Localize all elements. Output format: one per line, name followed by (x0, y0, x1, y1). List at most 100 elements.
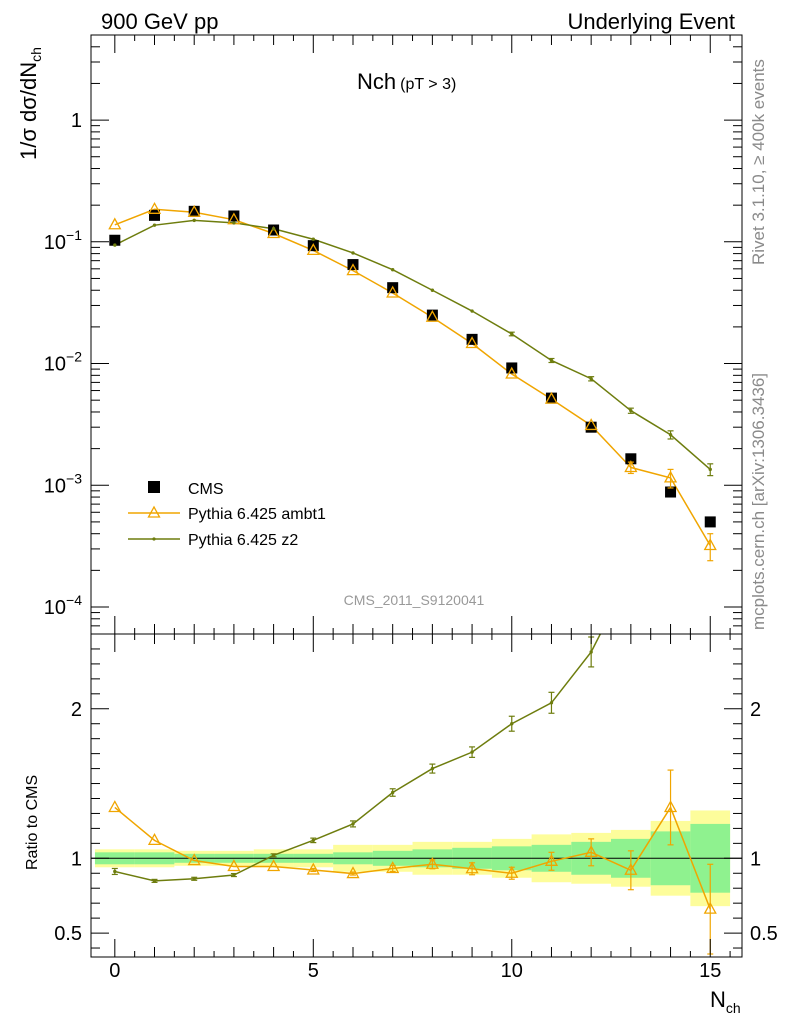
ratio-z2-point (549, 701, 554, 705)
cms-data-point (188, 205, 200, 217)
z2-data-point (549, 358, 554, 363)
series-line-ambt1 (114, 208, 711, 546)
ratio-z2-point (390, 790, 395, 795)
ambt1-data-point (505, 366, 519, 379)
ratio-ambt1-point (703, 901, 717, 914)
z2-data-point (589, 377, 593, 381)
cms-data-point (625, 453, 637, 465)
z2-data-point (113, 243, 117, 247)
ratio-y-tick-label-right: 2 (750, 699, 761, 721)
cms-data-point (109, 234, 121, 246)
ratio-ambt1-point (266, 859, 281, 872)
ratio-z2-point (430, 766, 435, 771)
header-right: Underlying Event (567, 9, 735, 34)
ambt1-data-point (346, 263, 360, 276)
z2-data-point (351, 251, 355, 255)
cms-data-point (466, 333, 478, 345)
ratio-y-tick-label-left: 2 (71, 699, 82, 721)
ambt1-data-point (187, 204, 201, 217)
cms-data-point (704, 516, 716, 528)
ratio-ambt1-point (663, 800, 678, 813)
z2-data-point (271, 227, 276, 231)
cms-data-point (585, 421, 597, 433)
ratio-z2-point (271, 853, 276, 858)
ambt1-data-point (147, 201, 162, 214)
ambt1-data-point (108, 217, 122, 230)
y-tick-label: 10−3 (44, 470, 82, 497)
cms-data-point (228, 210, 240, 222)
z2-data-point (510, 332, 514, 336)
y-axis-label: 1/σ dσ/dNch (16, 47, 44, 160)
ratio-y-axis-label: Ratio to CMS (24, 775, 41, 870)
ratio-panel: 0.5 0.5 1 1 2 2 0 5 10 15 Ratio to CMS Nch (24, 572, 778, 1016)
cms-data-point (545, 392, 557, 404)
cms-data-point (149, 209, 161, 221)
ratio-z2-point (232, 873, 236, 877)
cms-data-point (426, 309, 438, 321)
ratio-ambt1-point (346, 866, 360, 879)
ratio-z2-point (470, 750, 474, 754)
ratio-z2-point (311, 838, 315, 843)
series-line-z2 (114, 219, 711, 470)
ratio-y-tick-label-right: 1 (750, 848, 761, 870)
y-tick-label: 10−1 (44, 227, 82, 254)
ratio-ambt1-point (465, 861, 479, 874)
ambt1-data-point (465, 336, 479, 349)
ambt1-data-point (663, 470, 678, 483)
cms-data-point (665, 486, 677, 498)
watermark-label: CMS_2011_S9120041 (344, 592, 485, 608)
ratio-ambt1-point (624, 862, 638, 875)
ambt1-data-point (584, 418, 598, 431)
ratio-z2-point (351, 822, 355, 826)
z2-data-point (708, 467, 712, 472)
z2-data-point (192, 218, 196, 223)
ratio-ambt1-point (147, 833, 162, 846)
legend-marker-ambt1 (147, 505, 161, 518)
legend: CMS Pythia 6.425 ambt1 Pythia 6.425 z2 (128, 481, 326, 549)
ratio-z2-point (113, 869, 117, 874)
ratio-z2-point (152, 879, 157, 883)
legend-label-z2: Pythia 6.425 z2 (188, 532, 298, 549)
ratio-ambt1-point (306, 862, 320, 875)
ratio-ambt1-point (505, 865, 519, 878)
y-tick-label: 1 (71, 110, 82, 132)
ratio-ambt1-point (425, 856, 439, 869)
x-tick-label: 0 (109, 960, 120, 982)
z2-data-point (232, 221, 236, 225)
z2-data-point (430, 288, 435, 292)
z2-data-point (311, 237, 315, 241)
ratio-z2-point (629, 572, 632, 575)
legend-marker-cms (148, 481, 160, 493)
ambt1-data-point (266, 226, 281, 239)
ambt1-data-point (386, 285, 400, 298)
ambt1-data-point (544, 391, 559, 404)
z2-data-point (152, 223, 157, 227)
ratio-ambt1-point (227, 859, 241, 872)
z2-data-point (629, 408, 633, 413)
main-panel: 1 10−1 10−2 10−3 10−4 Nch (pT > 3) 1/σ dσ/dNc… (16, 34, 743, 635)
rivet-version-label: Rivet 3.1.10, ≥ 400k events (749, 59, 768, 265)
ratio-y-tick-label-left: 1 (71, 848, 82, 870)
legend-label-ambt1: Pythia 6.425 ambt1 (188, 506, 326, 523)
z2-data-point (668, 433, 673, 437)
plot-title: Nch (pT > 3) (357, 69, 456, 94)
header-left: 900 GeV pp (101, 9, 218, 34)
z2-data-point (470, 309, 474, 313)
ratio-ambt1-point (187, 853, 201, 866)
ratio-ambt1-point (544, 853, 559, 866)
legend-marker-z2 (152, 537, 156, 541)
y-tick-label: 10−4 (44, 592, 82, 619)
ratio-z2-point (192, 877, 196, 881)
x-axis-label: Nch (710, 987, 741, 1016)
ratio-y-tick-label-right: 0.5 (750, 923, 778, 945)
ratio-y-tick-label-left: 0.5 (54, 923, 82, 945)
legend-label-cms: CMS (188, 481, 224, 498)
ambt1-data-point (306, 243, 320, 256)
ratio-panel-frame (90, 633, 743, 958)
ratio-ambt1-point (108, 800, 122, 813)
x-tick-label: 5 (308, 960, 319, 982)
ambt1-data-point (624, 460, 638, 473)
ratio-ambt1-point (584, 844, 598, 857)
ratio-z2-point (589, 650, 593, 654)
